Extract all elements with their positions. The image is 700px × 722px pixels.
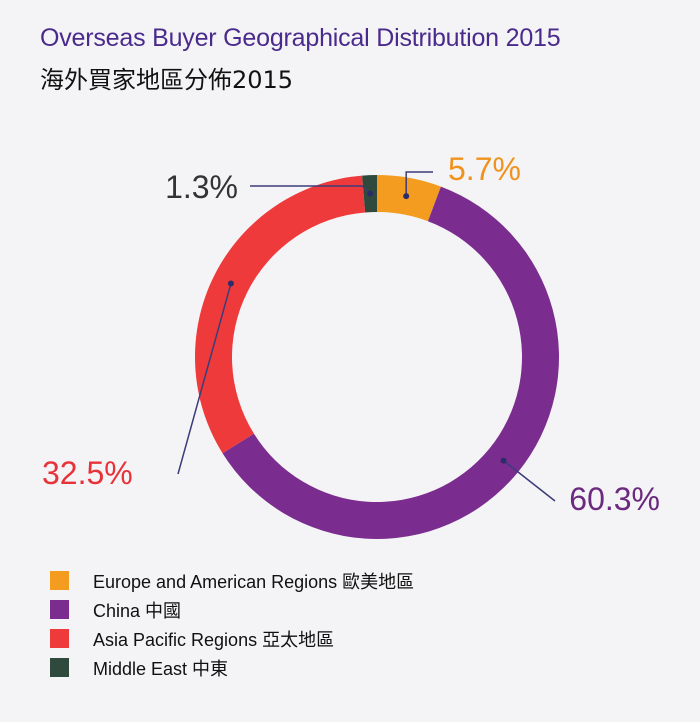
leader-line-middle-east	[250, 185, 371, 195]
data-label-middle-east: 1.3%	[165, 169, 238, 205]
leader-dot-china	[500, 457, 507, 464]
legend-label-middle-east: Middle East 中東	[93, 658, 229, 679]
legend-swatch-asia-pacific	[50, 629, 69, 648]
legend-item-asia-pacific: Asia Pacific Regions 亞太地區	[50, 624, 414, 653]
leader-line-europe-america	[405, 171, 433, 197]
leader-dot-asia-pacific	[227, 280, 234, 287]
legend-label-asia-pacific: Asia Pacific Regions 亞太地區	[93, 629, 335, 650]
leader-line-asia-pacific	[177, 283, 232, 475]
legend-label-china: China 中國	[93, 600, 182, 621]
slice-asia-pacific	[195, 175, 366, 454]
data-label-china: 60.3%	[569, 481, 660, 517]
legend-label-europe-america: Europe and American Regions 歐美地區	[93, 571, 415, 592]
data-label-europe-america: 5.7%	[448, 151, 521, 187]
leader-dot-europe-america	[403, 193, 410, 200]
legend-item-china: China 中國	[50, 595, 414, 624]
data-label-asia-pacific: 32.5%	[42, 455, 133, 491]
leader-line-china	[503, 460, 556, 502]
legend-swatch-europe-america	[50, 571, 69, 590]
leader-dot-middle-east	[367, 190, 374, 197]
legend-swatch-middle-east	[50, 658, 69, 677]
chart-title-chinese: 海外買家地區分佈2015	[40, 66, 294, 94]
legend-swatch-china	[50, 600, 69, 619]
legend-item-middle-east: Middle East 中東	[50, 653, 414, 682]
slice-europe-america	[377, 175, 441, 222]
legend: Europe and American Regions 歐美地區 China 中國…	[50, 566, 414, 682]
chart-title: Overseas Buyer Geographical Distribution…	[40, 24, 561, 52]
legend-item-europe-america: Europe and American Regions 歐美地區	[50, 566, 414, 595]
